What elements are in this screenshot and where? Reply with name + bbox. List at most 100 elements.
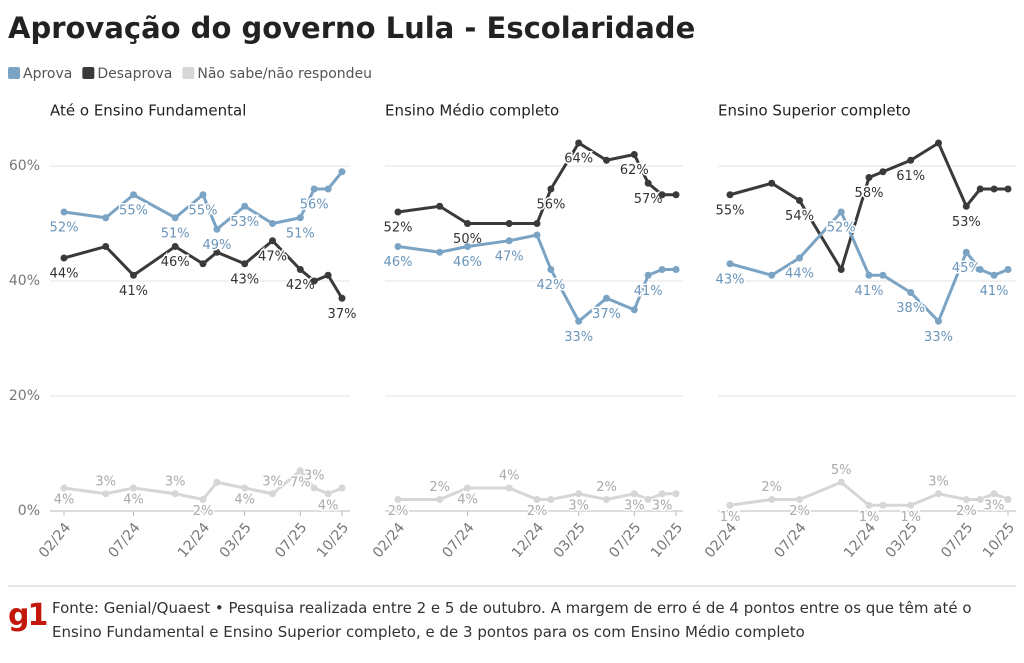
data-point [658,266,666,273]
data-point [213,478,221,486]
data-point [962,248,970,256]
data-point [213,248,221,256]
y-tick-label: 40% [9,273,40,289]
data-point [436,496,444,503]
data-label: 64% [564,152,593,167]
data-point [575,490,583,498]
data-point [324,185,332,193]
data-point [990,490,998,498]
chart: Aprovação do governo Lula - Escolaridade… [8,11,1018,587]
data-point [879,271,887,279]
x-tick-label: 02/24 [702,520,740,561]
data-point [644,271,652,279]
data-point [464,220,471,227]
x-tick-label: 03/25 [551,520,589,561]
data-point [603,156,610,164]
x-tick-label: 03/25 [217,520,255,561]
data-label: 3% [568,498,589,513]
data-point [575,317,583,325]
data-point [171,243,179,250]
data-label: 3% [928,474,949,489]
data-label: 3% [624,498,645,513]
data-point [575,139,583,147]
data-point [1004,266,1012,273]
data-point [990,185,998,193]
data-label: 43% [716,272,745,287]
data-label: 47% [495,249,524,264]
data-point [726,260,734,268]
data-label: 46% [161,255,190,270]
data-label: 4% [499,469,520,484]
data-label: 55% [119,203,148,218]
data-point [796,496,803,503]
data-label: 1% [900,510,921,525]
legend-label: Não sabe/não respondeu [197,66,372,82]
data-point [241,484,249,492]
data-point [726,501,734,509]
data-label: 3% [304,469,325,484]
data-point [464,484,471,492]
data-label: 41% [980,284,1009,299]
data-label: 41% [855,284,884,299]
data-label: 55% [716,203,745,218]
data-point [394,208,402,216]
data-point [1004,496,1012,503]
data-point [603,496,610,503]
data-label: 3% [262,474,283,489]
data-point [269,220,276,227]
x-tick-label: 07/24 [771,520,809,561]
legend-label: Aprova [23,66,72,82]
data-point [171,214,179,222]
data-label: 3% [165,474,186,489]
data-point [907,156,915,164]
y-tick-label: 0% [18,503,40,519]
data-point [130,271,137,279]
x-tick-label: 10/25 [980,520,1018,561]
data-point [436,248,444,256]
data-point [865,271,873,279]
data-label: 2% [527,504,548,519]
data-label: 5% [831,463,852,478]
data-point [269,237,276,245]
data-point [962,496,970,503]
data-point [976,266,984,273]
data-label: 41% [634,284,663,299]
data-label: 2% [429,480,450,495]
data-point [658,191,666,199]
x-tick-label: 07/24 [439,520,477,561]
data-point [338,168,346,176]
data-label: 42% [536,278,565,293]
data-point [130,484,137,492]
data-point [296,467,304,475]
data-point [644,179,652,187]
x-tick-label: 12/24 [175,520,213,561]
data-point [213,225,221,233]
data-point [644,496,652,503]
data-point [269,490,276,498]
data-point [865,174,873,181]
data-point [324,271,332,279]
data-point [533,496,541,503]
data-point [505,237,513,245]
data-point [171,490,179,498]
data-point [102,214,110,222]
data-point [199,191,207,199]
data-point [505,484,513,492]
y-tick-label: 60% [9,158,40,174]
data-point [907,289,915,296]
data-point [796,197,803,204]
data-point [547,185,555,193]
data-label: 2% [388,504,409,519]
data-point [603,294,610,302]
data-label: 3% [95,474,116,489]
data-label: 37% [328,307,357,322]
data-point [130,191,137,199]
data-point [547,496,555,503]
data-point [935,139,942,147]
data-point [879,168,887,176]
data-point [533,231,541,239]
data-label: 44% [785,267,814,282]
data-label: 4% [318,498,339,513]
data-point [768,271,776,279]
data-label: 57% [634,192,663,207]
